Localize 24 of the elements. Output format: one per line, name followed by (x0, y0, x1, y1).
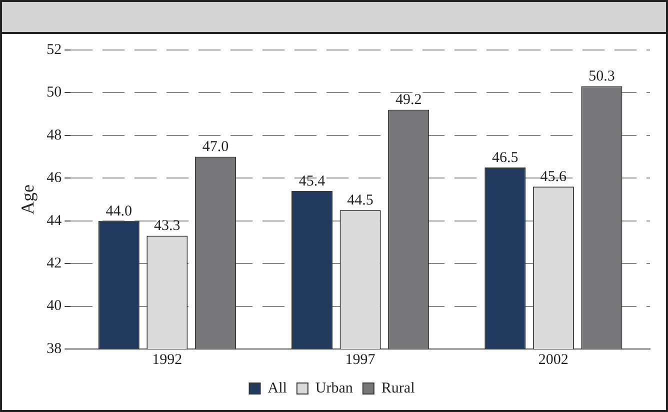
data-label: 43.3 (154, 218, 180, 234)
data-label: 47.0 (202, 139, 229, 156)
y-tick-label: 46 (46, 170, 62, 186)
y-tick-label: 38 (46, 340, 62, 357)
y-tick-label: 52 (46, 42, 62, 58)
x-tick-label: 1997 (345, 352, 376, 368)
data-label: 45.6 (540, 169, 568, 186)
y-tick-label: 40 (46, 298, 62, 314)
data-label: 44.5 (347, 192, 374, 209)
data-label: 50.3 (588, 68, 615, 85)
legend-label: Rural (381, 380, 415, 396)
y-tick-label: 50 (46, 84, 62, 101)
x-tick-label: 2002 (538, 352, 568, 368)
data-label: 49.2 (395, 92, 422, 108)
data-label: 44.0 (106, 203, 132, 220)
y-tick-label: 44 (46, 212, 62, 229)
data-label: 45.4 (298, 173, 326, 190)
x-tick-label: 1992 (152, 352, 182, 368)
y-tick-label: 42 (46, 256, 62, 272)
legend-label: All (268, 380, 287, 396)
data-label: 46.5 (492, 150, 518, 166)
legend-label: Urban (315, 380, 354, 396)
y-tick-label: 48 (46, 127, 62, 144)
y-axis-title: Age (18, 184, 38, 214)
